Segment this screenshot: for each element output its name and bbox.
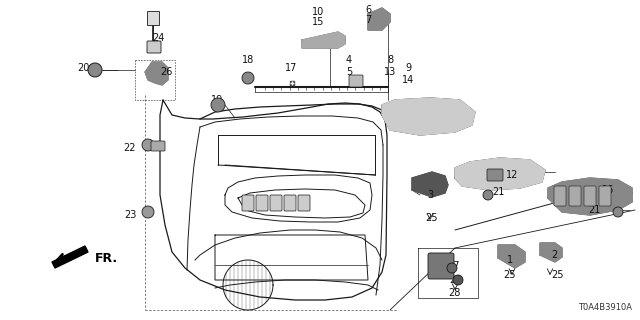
FancyBboxPatch shape bbox=[599, 186, 611, 206]
Text: 1: 1 bbox=[507, 255, 513, 265]
Text: 13: 13 bbox=[384, 67, 396, 77]
Polygon shape bbox=[548, 178, 632, 215]
Circle shape bbox=[453, 275, 463, 285]
Text: 24: 24 bbox=[152, 33, 164, 43]
Polygon shape bbox=[498, 245, 525, 268]
Text: 14: 14 bbox=[402, 75, 414, 85]
Text: 6: 6 bbox=[365, 5, 371, 15]
Text: FR.: FR. bbox=[95, 252, 118, 265]
Text: 26: 26 bbox=[160, 67, 172, 77]
Circle shape bbox=[142, 206, 154, 218]
FancyBboxPatch shape bbox=[554, 186, 566, 206]
FancyBboxPatch shape bbox=[256, 195, 268, 211]
Text: 25: 25 bbox=[426, 213, 438, 223]
Text: 23: 23 bbox=[124, 210, 136, 220]
Text: 25: 25 bbox=[552, 270, 564, 280]
Text: 5: 5 bbox=[346, 67, 352, 77]
Polygon shape bbox=[455, 158, 545, 190]
Text: 12: 12 bbox=[506, 170, 518, 180]
Text: 4: 4 bbox=[346, 55, 352, 65]
Text: 19: 19 bbox=[211, 95, 223, 105]
Polygon shape bbox=[412, 172, 448, 197]
Text: 25: 25 bbox=[450, 275, 462, 285]
Polygon shape bbox=[382, 98, 475, 135]
Circle shape bbox=[483, 190, 493, 200]
Circle shape bbox=[447, 263, 457, 273]
FancyBboxPatch shape bbox=[147, 11, 159, 25]
FancyBboxPatch shape bbox=[487, 169, 503, 181]
FancyBboxPatch shape bbox=[298, 195, 310, 211]
FancyBboxPatch shape bbox=[284, 195, 296, 211]
Circle shape bbox=[142, 139, 154, 151]
Text: 8: 8 bbox=[387, 55, 393, 65]
Text: 22: 22 bbox=[124, 143, 136, 153]
FancyBboxPatch shape bbox=[428, 253, 454, 279]
Text: 20: 20 bbox=[77, 63, 89, 73]
Text: 28: 28 bbox=[448, 288, 460, 298]
FancyBboxPatch shape bbox=[151, 141, 165, 151]
Polygon shape bbox=[368, 8, 390, 30]
Text: 7: 7 bbox=[365, 15, 371, 25]
Text: 10: 10 bbox=[312, 7, 324, 17]
FancyBboxPatch shape bbox=[147, 41, 161, 53]
FancyBboxPatch shape bbox=[584, 186, 596, 206]
Polygon shape bbox=[145, 62, 168, 85]
Text: T0A4B3910A: T0A4B3910A bbox=[578, 303, 632, 312]
Text: 2: 2 bbox=[551, 250, 557, 260]
Text: 21: 21 bbox=[492, 187, 504, 197]
Circle shape bbox=[613, 207, 623, 217]
Text: 27: 27 bbox=[448, 261, 460, 271]
Polygon shape bbox=[52, 246, 88, 268]
FancyBboxPatch shape bbox=[242, 195, 254, 211]
Polygon shape bbox=[540, 243, 562, 262]
Text: 18: 18 bbox=[242, 55, 254, 65]
Text: 21: 21 bbox=[588, 205, 600, 215]
Circle shape bbox=[211, 98, 225, 112]
Text: 9: 9 bbox=[405, 63, 411, 73]
Text: 11: 11 bbox=[149, 13, 161, 23]
Text: 15: 15 bbox=[312, 17, 324, 27]
Text: 16: 16 bbox=[602, 185, 614, 195]
FancyBboxPatch shape bbox=[569, 186, 581, 206]
FancyBboxPatch shape bbox=[270, 195, 282, 211]
Text: 3: 3 bbox=[427, 190, 433, 200]
Text: 25: 25 bbox=[504, 270, 516, 280]
Circle shape bbox=[242, 72, 254, 84]
Text: 17: 17 bbox=[285, 63, 297, 73]
Circle shape bbox=[88, 63, 102, 77]
Polygon shape bbox=[302, 32, 345, 48]
FancyBboxPatch shape bbox=[349, 75, 363, 87]
